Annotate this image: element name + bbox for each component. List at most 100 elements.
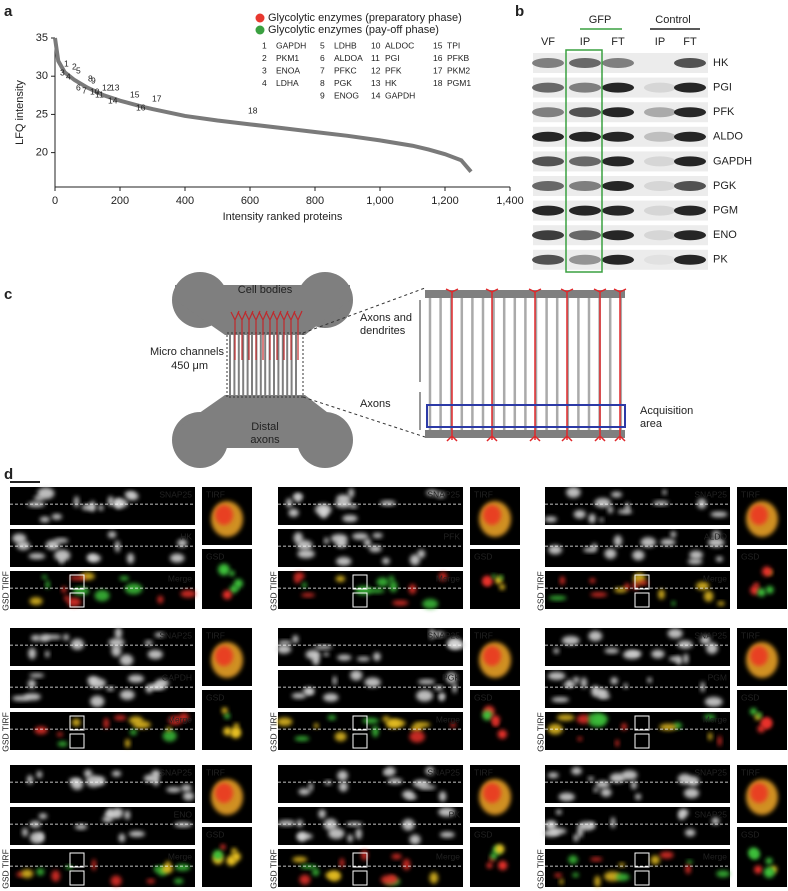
enzyme-number: 14 xyxy=(371,90,381,100)
tirf-spot xyxy=(215,646,233,666)
protein-label: GAPDH xyxy=(713,155,752,167)
signal xyxy=(327,714,337,721)
protein-label: PGI xyxy=(713,82,732,94)
signal xyxy=(106,808,114,818)
signal xyxy=(71,718,81,727)
signal xyxy=(325,871,340,879)
gsd-spot xyxy=(491,574,496,579)
signal xyxy=(70,638,84,650)
signal xyxy=(697,498,707,509)
signal xyxy=(711,817,720,825)
curve-annotation: 6 xyxy=(76,82,81,92)
signal xyxy=(285,498,293,508)
enzyme-number: 13 xyxy=(371,78,381,88)
signal xyxy=(554,873,563,878)
signal xyxy=(84,769,92,778)
gsd-spot xyxy=(761,566,772,577)
signal xyxy=(291,692,307,699)
signal xyxy=(632,550,645,561)
protein-label: HK xyxy=(713,57,729,69)
gsd-spot xyxy=(224,713,231,719)
signal xyxy=(671,601,676,606)
channel-label: SNAP25 xyxy=(159,630,192,640)
gsd-spot xyxy=(757,725,765,733)
enzyme-number: 2 xyxy=(262,53,267,63)
roi-box xyxy=(352,733,368,749)
signal xyxy=(298,788,311,796)
side-label: GSD TIRF xyxy=(535,571,545,611)
y-tick-label: 35 xyxy=(36,32,48,44)
blot-band xyxy=(569,230,601,241)
signal xyxy=(610,817,616,829)
blot-band xyxy=(532,82,564,93)
signal xyxy=(166,726,172,732)
curve-annotation: 9 xyxy=(91,75,96,85)
signal xyxy=(278,640,292,645)
signal xyxy=(355,585,372,596)
inset-label: TIRF xyxy=(474,630,493,640)
acquisition-box xyxy=(426,404,626,428)
signal xyxy=(22,827,28,837)
signal xyxy=(38,634,50,642)
signal xyxy=(446,672,457,684)
inset-label: TIRF xyxy=(206,630,225,640)
channel-label: SNAP25 xyxy=(694,630,727,640)
x-tick-label: 1,200 xyxy=(431,195,459,207)
signal xyxy=(126,553,135,564)
signal xyxy=(16,540,31,551)
signal xyxy=(292,856,308,863)
signal xyxy=(577,826,584,838)
signal xyxy=(39,516,50,523)
channel-label: Merge xyxy=(436,851,460,861)
signal xyxy=(313,723,319,729)
roi-box xyxy=(69,715,85,731)
signal xyxy=(626,651,642,656)
blot-band xyxy=(569,58,601,68)
x-tick-label: 800 xyxy=(306,195,324,207)
top-chamber xyxy=(175,285,350,335)
signal xyxy=(707,732,713,741)
signal xyxy=(81,504,96,511)
blot-band xyxy=(602,254,634,265)
blot-band xyxy=(674,82,706,93)
gsd-inset xyxy=(202,690,252,750)
signal xyxy=(177,539,188,548)
channel-label: GAPDH xyxy=(162,672,192,682)
signal xyxy=(305,649,321,660)
signal xyxy=(373,652,381,661)
signal xyxy=(26,775,34,785)
curve-annotation: 3 xyxy=(60,67,65,77)
signal xyxy=(29,831,44,844)
blot-band xyxy=(569,181,601,191)
signal xyxy=(166,786,182,793)
signal xyxy=(342,514,358,523)
channel-label: Merge xyxy=(703,851,727,861)
signal xyxy=(301,582,307,589)
signal xyxy=(323,652,329,657)
signal xyxy=(651,649,665,659)
signal xyxy=(717,601,725,606)
signal xyxy=(114,627,123,639)
signal xyxy=(594,875,601,888)
gsd-spot xyxy=(231,848,237,854)
roi-box xyxy=(634,574,650,590)
channel-label: SNAP25 xyxy=(159,489,192,499)
signal xyxy=(409,730,425,743)
channel-label: SNAP25 xyxy=(159,767,192,777)
signal xyxy=(36,868,45,876)
gsd-inset xyxy=(737,827,787,887)
signal xyxy=(391,853,402,860)
zoom-neuron xyxy=(528,288,542,442)
gsd-spot xyxy=(757,588,766,597)
gsd-spot xyxy=(754,582,759,588)
signal xyxy=(588,513,596,524)
signal xyxy=(300,864,318,870)
inset-label: GSD xyxy=(474,551,492,561)
gsd-spot xyxy=(222,590,232,600)
signal xyxy=(28,647,37,660)
channel-label: Merge xyxy=(168,573,192,583)
inset-label: GSD xyxy=(741,551,759,561)
signal xyxy=(640,537,656,548)
blot-band xyxy=(532,205,564,216)
inset-label: GSD xyxy=(741,829,759,839)
